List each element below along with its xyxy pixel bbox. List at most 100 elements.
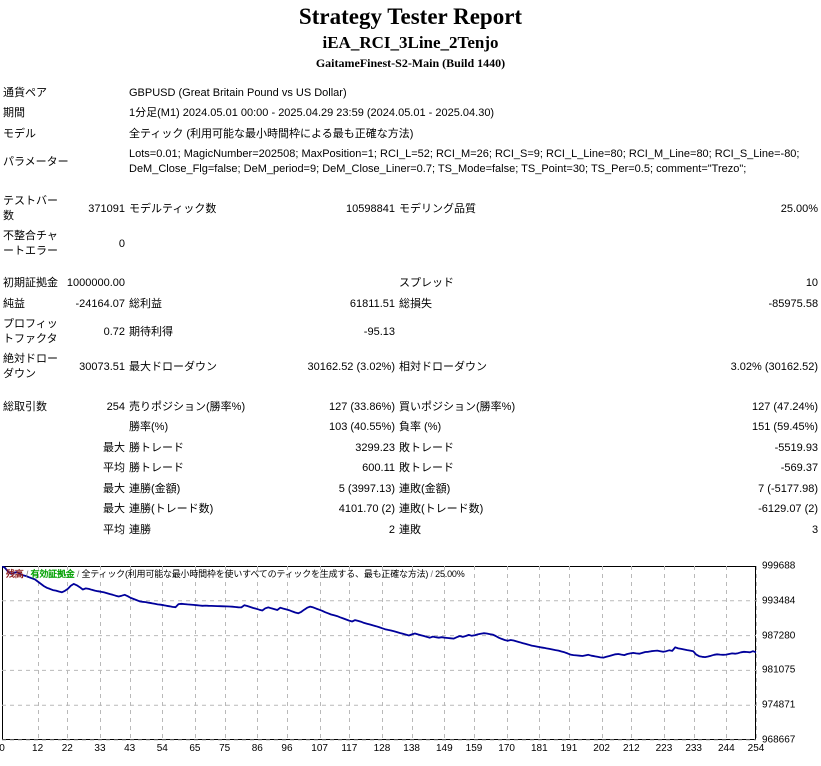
- spread-value: 10: [805, 277, 819, 290]
- max-consecutive-profit-value: 4101.70 (2): [338, 503, 395, 516]
- largest-loss-trade-value: -5519.93: [774, 441, 819, 454]
- period-value: 1分足(M1) 2024.05.01 00:00 - 2025.04.29 23…: [129, 107, 495, 120]
- largest-label-2: 最大: [103, 482, 125, 495]
- profit-trades-value: 103 (40.55%): [328, 421, 395, 434]
- max-consecutive-wins-label: 連勝(金額): [129, 482, 181, 495]
- x-tick-label: 96: [281, 743, 293, 754]
- chart-legend: 残高 / 有効証拠金 / 全ティック(利用可能な最小時間枠を使いすべてのティック…: [6, 567, 465, 580]
- parameters-label: パラメーター: [3, 155, 69, 168]
- x-tick-label: 159: [465, 743, 483, 754]
- gross-loss-value: -85975.58: [768, 297, 819, 310]
- table-row: [1, 385, 820, 397]
- row-parameters: パラメーター Lots=0.01; MagicNumber=202508; Ma…: [1, 144, 820, 179]
- y-tick-label: 987280: [762, 630, 796, 642]
- x-tick-label: 0: [0, 743, 5, 754]
- average-loss-trade-value: -569.37: [780, 462, 819, 475]
- symbol-value: GBPUSD (Great Britain Pound vs US Dollar…: [129, 86, 347, 99]
- total-net-profit-value: -24164.07: [75, 297, 125, 310]
- total-net-profit-label: 純益: [3, 297, 25, 310]
- x-tick-label: 43: [124, 743, 136, 754]
- x-tick-label: 54: [156, 743, 168, 754]
- page-title: Strategy Tester Report: [298, 4, 523, 29]
- row-average-trade: 平均 勝トレード 600.11 敗トレード -569.37: [1, 458, 820, 479]
- y-tick-label: 968667: [762, 734, 796, 746]
- legend-separator-1: /: [25, 569, 29, 579]
- bars-in-test-value: 371091: [88, 202, 125, 215]
- chart-canvas: [2, 566, 757, 741]
- gross-profit-label: 総利益: [129, 297, 162, 310]
- mismatched-errors-label: 不整合チャートエラー: [3, 230, 58, 257]
- x-tick-label: 75: [219, 743, 231, 754]
- row-period: 期間 1分足(M1) 2024.05.01 00:00 - 2025.04.29…: [1, 103, 820, 124]
- max-consecutive-wins-value: 5 (3997.13): [338, 482, 395, 495]
- profit-factor-label: プロフィットファクタ: [3, 318, 58, 345]
- y-tick-label: 999688: [762, 560, 796, 572]
- row-net-profit: 純益 -24164.07 総利益 61811.51 総損失 -85975.58: [1, 294, 820, 315]
- report-header: Strategy Tester Report iEA_RCI_3Line_2Te…: [0, 0, 821, 71]
- relative-drawdown-value: 3.02% (30162.52): [730, 360, 819, 373]
- expert-name: iEA_RCI_3Line_2Tenjo: [322, 33, 499, 53]
- long-positions-value: 127 (47.24%): [752, 400, 819, 413]
- row-largest-trade: 最大 勝トレード 3299.23 敗トレード -5519.93: [1, 438, 820, 459]
- initial-deposit-value: 1000000.00: [66, 277, 125, 290]
- x-tick-label: 117: [341, 743, 358, 754]
- report-table: 通貨ペア GBPUSD (Great Britain Pound vs US D…: [1, 71, 820, 540]
- x-tick-label: 107: [311, 743, 328, 754]
- max-consecutive-profit-label: 連勝(トレード数): [129, 503, 214, 516]
- largest-label: 最大: [103, 441, 125, 454]
- table-row: [1, 261, 820, 273]
- legend-separator-3: /: [430, 569, 434, 579]
- expected-payoff-value: -95.13: [363, 325, 395, 338]
- largest-profit-trade-label: 勝トレード: [129, 441, 184, 454]
- x-tick-label: 149: [435, 743, 453, 754]
- x-tick-label: 244: [717, 743, 735, 754]
- absolute-drawdown-value: 30073.51: [79, 360, 125, 373]
- chart-y-axis: 999688 993484 987280 981075 974871 968667: [762, 561, 821, 746]
- legend-balance: 残高: [6, 569, 24, 579]
- average-loss-trade-label: 敗トレード: [399, 462, 454, 475]
- server-build: GaitameFinest-S2-Main (Build 1440): [315, 55, 506, 70]
- max-consecutive-losses-value: 7 (-5177.98): [758, 482, 819, 495]
- ticks-modelled-label: モデルティック数: [129, 202, 217, 215]
- average-profit-trade-value: 600.11: [362, 462, 395, 475]
- parameters-line-1: Lots=0.01; MagicNumber=202508; MaxPositi…: [129, 148, 800, 161]
- total-trades-label: 総取引数: [3, 400, 47, 413]
- modelling-quality-label: モデリング品質: [399, 202, 476, 215]
- row-max-consecutive-amount: 最大 連勝(金額) 5 (3997.13) 連敗(金額) 7 (-5177.98…: [1, 479, 820, 500]
- legend-quality: 25.00%: [435, 569, 465, 579]
- avg-consecutive-losses-label: 連敗: [399, 523, 421, 536]
- period-label: 期間: [3, 107, 25, 120]
- largest-label-3: 最大: [103, 503, 125, 516]
- table-row: [1, 179, 820, 191]
- symbol-label: 通貨ペア: [3, 86, 47, 99]
- avg-consecutive-wins-label: 連勝: [129, 523, 151, 536]
- parameters-value: Lots=0.01; MagicNumber=202508; MaxPositi…: [127, 144, 820, 179]
- row-max-consecutive-count: 最大 連勝(トレード数) 4101.70 (2) 連敗(トレード数) -6129…: [1, 499, 820, 520]
- ticks-modelled-value: 10598841: [346, 202, 395, 215]
- gross-profit-value: 61811.51: [349, 297, 395, 310]
- x-tick-label: 254: [747, 743, 765, 754]
- x-tick-label: 233: [685, 743, 702, 754]
- parameters-line-2: DeM_Close_Flg=false; DeM_period=9; DeM_C…: [129, 162, 747, 175]
- initial-deposit-label: 初期証拠金: [3, 277, 58, 290]
- equity-chart: 残高 / 有効証拠金 / 全ティック(利用可能な最小時間枠を使いすべてのティック…: [0, 561, 821, 764]
- profit-factor-value: 0.72: [103, 325, 125, 338]
- long-positions-label: 買いポジション(勝率%): [399, 400, 516, 413]
- x-tick-label: 202: [593, 743, 610, 754]
- x-tick-label: 181: [530, 743, 548, 754]
- short-positions-value: 127 (33.86%): [328, 400, 395, 413]
- max-consecutive-loss-value: -6129.07 (2): [758, 503, 819, 516]
- row-total-trades: 総取引数 254 売りポジション(勝率%) 127 (33.86%) 買いポジシ…: [1, 397, 820, 418]
- y-tick-label: 981075: [762, 664, 796, 676]
- row-average-consecutive: 平均 連勝 2 連敗 3: [1, 520, 820, 541]
- x-tick-label: 212: [622, 743, 640, 754]
- x-tick-label: 22: [61, 743, 73, 754]
- model-value: 全ティック (利用可能な最小時間枠による最も正確な方法): [129, 127, 414, 140]
- legend-equity: 有効証拠金: [30, 569, 75, 579]
- mismatched-errors-value: 0: [118, 237, 125, 250]
- x-tick-label: 170: [498, 743, 515, 754]
- average-label: 平均: [103, 462, 125, 475]
- relative-drawdown-label: 相対ドローダウン: [399, 360, 487, 373]
- row-drawdown: 絶対ドローダウン 30073.51 最大ドローダウン 30162.52 (3.0…: [1, 349, 820, 384]
- row-profit-factor: プロフィットファクタ 0.72 期待利得 -95.13: [1, 314, 820, 349]
